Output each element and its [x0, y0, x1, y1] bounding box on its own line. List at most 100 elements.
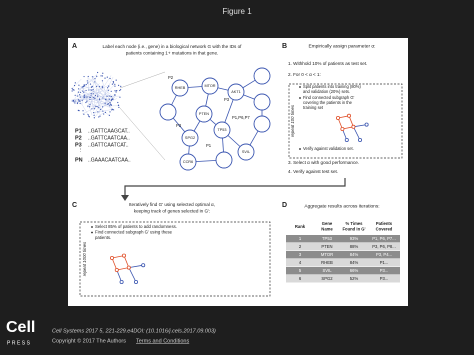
table-header: Gene	[322, 221, 333, 226]
subgraph-node	[110, 255, 115, 260]
caption: Iteratively find G' using selected optim…	[129, 202, 215, 207]
hair-edge	[93, 109, 112, 113]
copyright: Copyright © 2017 The Authors	[52, 337, 126, 344]
hair-node	[78, 110, 80, 112]
table-header: % Times	[346, 221, 364, 226]
hair-node	[89, 96, 91, 98]
hair-node	[110, 99, 112, 102]
table-header: Covered	[376, 227, 393, 232]
hair-edge	[87, 77, 89, 90]
network-node	[195, 105, 213, 123]
hair-node	[82, 110, 84, 112]
hair-node	[72, 99, 75, 101]
hair-node	[83, 75, 85, 78]
hair-edge	[90, 89, 110, 102]
patient-annotation: P3	[224, 97, 230, 102]
logo-name: Cell	[6, 319, 35, 336]
bullet-text: Select 85% of patients to add randomness…	[95, 224, 177, 229]
hair-node	[89, 103, 91, 105]
hair-node	[74, 82, 76, 84]
hair-edge	[89, 93, 94, 108]
logo-sub: PRESS	[7, 340, 31, 346]
hair-node	[109, 101, 111, 103]
caption: patients containing 1+ mutations in that…	[126, 51, 219, 56]
hair-edge	[82, 86, 93, 116]
step: 3. Select α with good performance.	[288, 160, 359, 165]
table-row-bg	[286, 275, 400, 283]
step: 1. Withhold 10% of patients as test set.	[288, 61, 367, 66]
network-node	[201, 77, 219, 95]
terms-link[interactable]: Terms and Conditions	[136, 338, 189, 344]
hair-edge	[92, 76, 96, 109]
hair-node	[83, 85, 85, 88]
network-node	[253, 93, 271, 111]
caption: Aggregate results across iterations:	[304, 203, 379, 209]
node-label: SPG2	[185, 136, 195, 140]
subgraph-node	[122, 253, 127, 258]
table-row-bg	[286, 251, 400, 259]
hair-edge	[78, 85, 90, 96]
hair-node	[109, 77, 111, 80]
repeat-label: repeat 100 times	[290, 104, 295, 137]
hair-edge	[77, 88, 98, 104]
subgraph-node	[335, 116, 340, 121]
subgraph-node	[126, 265, 131, 270]
citation: Cell Systems 2017 5, 221-229.e4DOI: (10.…	[52, 328, 216, 334]
hair-node	[107, 87, 109, 89]
node-label: MTOR	[204, 84, 215, 88]
table-cell: P1, P6, P7...	[372, 236, 396, 241]
table-cell: 6	[299, 276, 302, 281]
hair-node	[85, 101, 87, 104]
table-cell: 88%	[350, 244, 359, 249]
hair-edge	[92, 91, 112, 97]
caption: Label each node (i.e., gene) in a biolog…	[103, 44, 243, 49]
hair-edge	[82, 96, 88, 98]
table-header: Rank	[295, 224, 306, 229]
hair-edge	[78, 95, 110, 100]
patient-id: PN	[75, 157, 83, 163]
table-cell: P3...	[380, 276, 389, 281]
hair-node	[107, 89, 109, 91]
hair-node	[116, 90, 118, 92]
bullet	[299, 148, 301, 150]
hair-node	[119, 89, 122, 91]
hair-node	[96, 75, 98, 77]
bullet-text: training set	[303, 105, 324, 110]
hair-edge	[73, 86, 82, 101]
hair-node	[71, 90, 73, 92]
hair-node	[117, 104, 120, 106]
subgraph-edge	[128, 267, 137, 283]
hair-edge	[91, 84, 116, 109]
hair-node	[79, 94, 81, 96]
hair-node	[73, 84, 76, 87]
subgraphs	[110, 113, 369, 284]
subgraph-node	[364, 122, 369, 127]
bullet-text: Split patients into training (80%)	[303, 84, 361, 89]
hair-edge	[84, 83, 100, 98]
hair-node	[101, 75, 104, 77]
table-header: Found in G'	[342, 227, 365, 232]
bullet	[299, 86, 301, 88]
sequence: ..GATTCAAGCAT..	[88, 128, 130, 134]
hair-node	[99, 108, 102, 110]
hair-node	[78, 100, 80, 102]
table-cell: 93%	[350, 236, 359, 241]
hair-node	[111, 83, 114, 85]
subgraph-node	[114, 267, 119, 272]
bullet	[91, 231, 93, 234]
bullet	[91, 226, 93, 228]
bullet-text: Find connected subgraph G' using these	[95, 230, 173, 235]
bullet-text: covering the patients in the	[303, 100, 353, 105]
hair-node	[83, 113, 85, 115]
hair-node	[87, 115, 90, 117]
network-node	[171, 79, 189, 97]
hair-node	[99, 115, 101, 117]
figure-title: Figure 1	[222, 7, 252, 16]
table-cell: TP53	[322, 236, 333, 241]
heading: Empirically assign parameter α:	[308, 43, 375, 49]
table-header-bg	[286, 220, 400, 234]
hair-node	[112, 97, 114, 99]
hair-edge	[99, 112, 106, 116]
hair-node	[102, 72, 104, 74]
